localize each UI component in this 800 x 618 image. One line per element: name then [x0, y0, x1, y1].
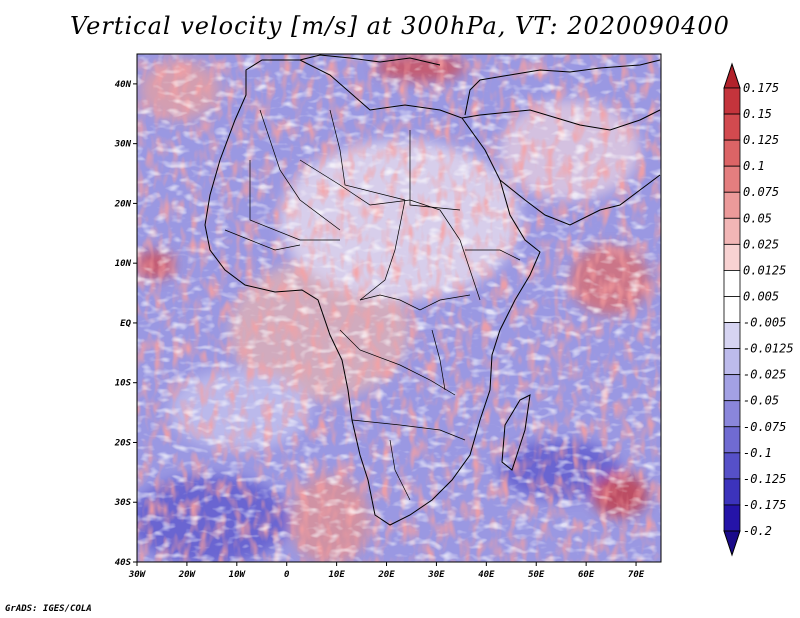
- colorbar-swatch: [723, 113, 741, 141]
- x-tick-label: 20W: [178, 570, 197, 580]
- colorbar-swatch: [723, 452, 741, 480]
- colorbar-swatch: [723, 504, 741, 532]
- colorbar-label: -0.2: [743, 524, 772, 538]
- x-tick-label: 50E: [528, 570, 545, 580]
- y-tick-label: 20N: [114, 199, 132, 209]
- colorbar-label: 0.025: [743, 237, 779, 251]
- y-tick-label: 40N: [115, 80, 132, 90]
- y-axis: 40S 30S 20S 10S EQ 10N 20N 30N 40N: [114, 80, 137, 568]
- x-tick-label: 10E: [328, 570, 345, 580]
- x-tick-label: 10W: [229, 570, 247, 580]
- colorbar-swatch: [723, 217, 741, 245]
- x-tick-label: 60E: [578, 570, 595, 580]
- plot-frame: [136, 53, 662, 563]
- colorbar-label: 0.075: [743, 185, 779, 199]
- colorbar-label: -0.0125: [743, 342, 794, 356]
- colorbar-label: -0.075: [743, 420, 786, 434]
- colorbar-arrow-bottom: [723, 530, 741, 557]
- colorbar-label: -0.125: [743, 472, 786, 486]
- colorbar-label: -0.05: [743, 394, 779, 408]
- colorbar-arrow-top: [723, 62, 741, 89]
- colorbar-swatch: [723, 243, 741, 271]
- colorbar-swatch: [723, 87, 741, 115]
- y-tick-label: 10S: [115, 379, 132, 389]
- colorbar-swatch: [723, 191, 741, 219]
- colorbar: 0.175 0.15 0.125 0.1 0.075 0.05 0.025 0.0125 0.0…: [723, 62, 794, 557]
- x-tick-label: 40E: [478, 570, 495, 580]
- chart-title: Vertical velocity [m/s] at 300hPa, VT: 2…: [70, 12, 730, 40]
- colorbar-swatch: [723, 270, 741, 297]
- colorbar-label: 0.05: [743, 211, 772, 225]
- colorbar-swatch: [723, 478, 741, 506]
- colorbar-label: 0.175: [743, 81, 779, 95]
- vertical-velocity-field: [137, 54, 661, 562]
- colorbar-label: 0.15: [743, 107, 772, 121]
- x-tick-label: 70E: [628, 570, 645, 580]
- colorbar-label: -0.005: [743, 316, 786, 330]
- colorbar-swatch: [723, 400, 741, 428]
- colorbar-swatch: [723, 426, 741, 454]
- colorbar-swatch: [723, 165, 741, 193]
- colorbar-swatch: [723, 139, 741, 167]
- x-tick-label: 20E: [377, 570, 395, 580]
- colorbar-label: 0.005: [743, 289, 779, 303]
- colorbar-label: -0.1: [743, 446, 772, 460]
- y-tick-label: EQ: [120, 319, 131, 329]
- x-axis: 30W 20W 10W 0 10E 20E 30E 40E 50E 60E 70E: [128, 562, 645, 580]
- y-tick-label: 40S: [115, 558, 132, 568]
- colorbar-label: 0.0125: [743, 263, 786, 277]
- x-tick-label: 30E: [427, 570, 445, 580]
- y-tick-label: 30S: [114, 498, 132, 508]
- colorbar-label: 0.125: [743, 133, 779, 147]
- coastlines: [204, 54, 661, 526]
- grads-credit: GrADS: IGES/COLA: [5, 604, 92, 614]
- colorbar-label: -0.025: [743, 368, 786, 382]
- colorbar-swatch: [723, 322, 741, 349]
- x-tick-label: 0: [284, 570, 290, 580]
- colorbar-swatch: [723, 296, 741, 323]
- colorbar-swatch: [723, 374, 741, 402]
- x-tick-label: 30W: [128, 570, 147, 580]
- y-tick-label: 20S: [114, 438, 132, 448]
- colorbar-swatch: [723, 348, 741, 376]
- country-borders: [224, 109, 521, 501]
- y-tick-label: 30N: [114, 140, 132, 150]
- y-tick-label: 10N: [115, 259, 132, 269]
- colorbar-label: -0.175: [743, 498, 786, 512]
- colorbar-label: 0.1: [743, 159, 765, 173]
